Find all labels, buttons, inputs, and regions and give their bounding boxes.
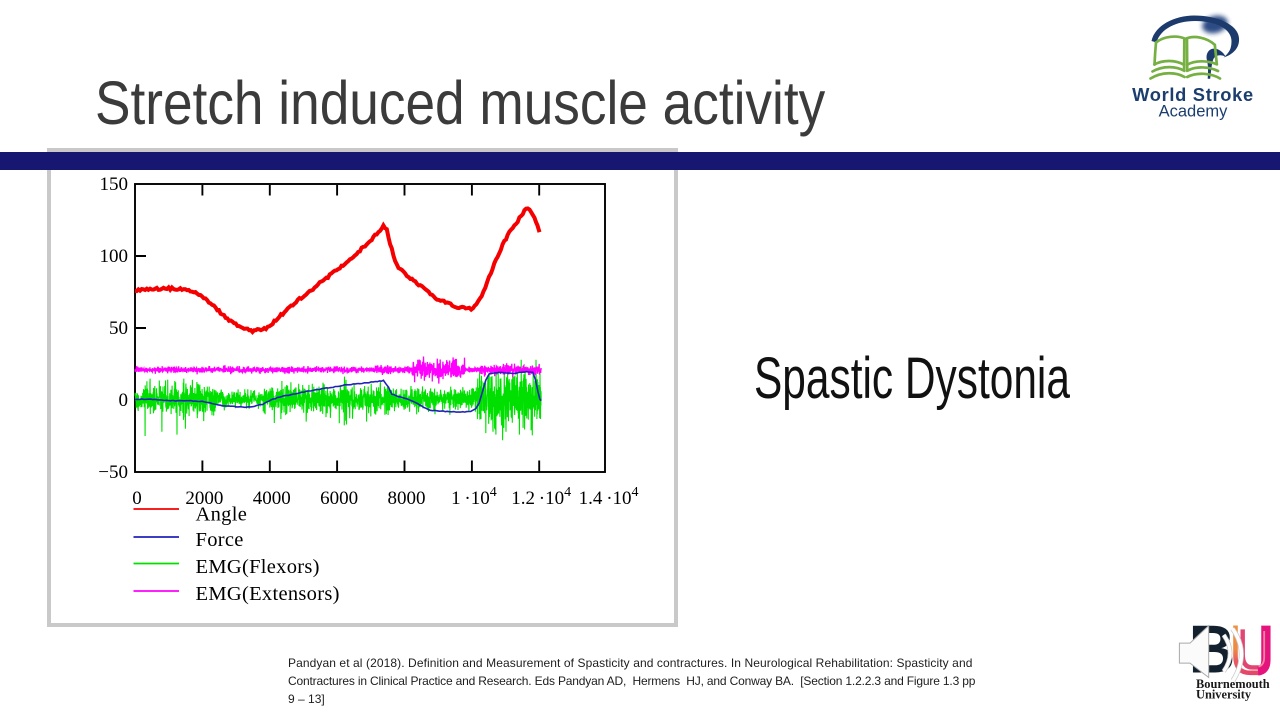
svg-text:−50: −50 <box>98 462 128 483</box>
svg-text:0: 0 <box>132 488 142 509</box>
svg-text:EMG(Flexors): EMG(Flexors) <box>196 556 320 578</box>
svg-text:1 ·104: 1 ·104 <box>451 485 497 509</box>
svg-text:1.4 ·104: 1.4 ·104 <box>579 485 639 509</box>
svg-text:Force: Force <box>196 529 244 551</box>
svg-text:EMG(Extensors): EMG(Extensors) <box>196 583 340 605</box>
svg-text:Angle: Angle <box>196 504 248 526</box>
svg-text:2000: 2000 <box>185 488 223 509</box>
svg-text:Academy: Academy <box>1159 103 1229 121</box>
svg-text:Bournemouth: Bournemouth <box>1196 677 1270 691</box>
svg-text:University: University <box>1196 688 1252 702</box>
svg-text:0: 0 <box>119 390 129 411</box>
svg-text:8000: 8000 <box>388 488 426 509</box>
svg-text:4000: 4000 <box>253 488 291 509</box>
svg-text:World Stroke: World Stroke <box>1132 84 1254 105</box>
svg-text:50: 50 <box>109 318 128 339</box>
svg-text:6000: 6000 <box>320 488 358 509</box>
svg-text:150: 150 <box>100 174 129 195</box>
svg-text:1.2 ·104: 1.2 ·104 <box>511 485 571 509</box>
svg-text:100: 100 <box>100 246 129 267</box>
